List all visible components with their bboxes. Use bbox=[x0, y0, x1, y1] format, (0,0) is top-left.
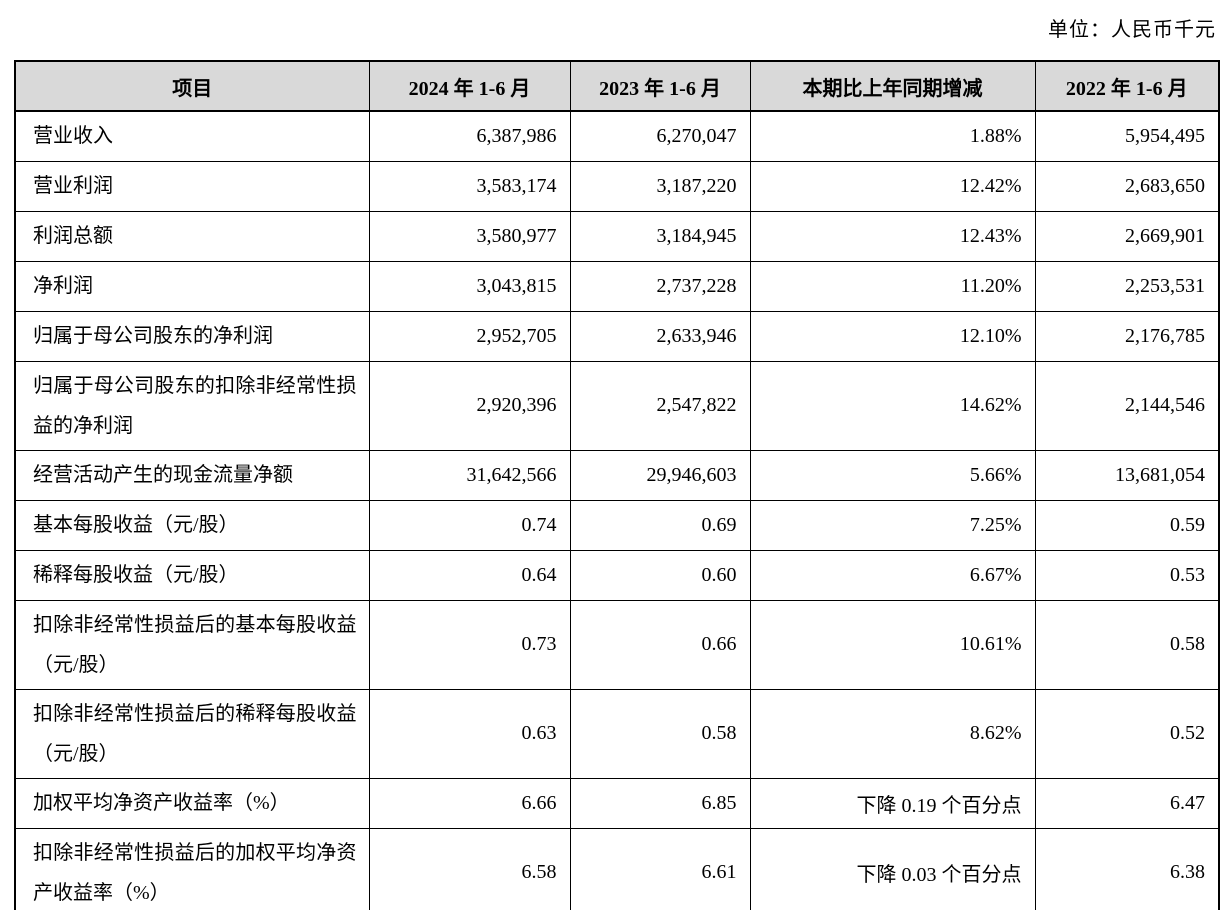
value-cell-v2023: 6.61 bbox=[569, 827, 751, 910]
row-label-cell: 稀释每股收益（元/股） bbox=[14, 549, 370, 601]
value-cell-change: 下降 0.19 个百分点 bbox=[749, 777, 1036, 829]
value-cell-v2022: 6.38 bbox=[1034, 827, 1220, 910]
value-cell-change: 1.88% bbox=[749, 110, 1036, 162]
value-cell-v2023: 0.66 bbox=[569, 599, 751, 690]
value-cell-change: 11.20% bbox=[749, 260, 1036, 312]
value-cell-v2023: 2,547,822 bbox=[569, 360, 751, 451]
row-label-cell: 利润总额 bbox=[14, 210, 370, 262]
table-row: 经营活动产生的现金流量净额 31,642,566 29,946,603 5.66% 13… bbox=[14, 449, 1220, 501]
value-cell-v2024: 3,043,815 bbox=[368, 260, 571, 312]
table-row: 稀释每股收益（元/股） 0.64 0.60 6.67% 0.53 bbox=[14, 549, 1220, 601]
value-cell-v2023: 6.85 bbox=[569, 777, 751, 829]
value-cell-v2022: 2,669,901 bbox=[1034, 210, 1220, 262]
row-label-cell: 扣除非经常性损益后的加权平均净资产收益率（%） bbox=[14, 827, 370, 910]
value-cell-v2022: 2,176,785 bbox=[1034, 310, 1220, 362]
value-cell-v2022: 0.52 bbox=[1034, 688, 1220, 779]
table-header: 项目 2024 年 1-6 月 2023 年 1-6 月本期比上年同期增减 2022 … bbox=[14, 60, 1220, 112]
column-header-label: 项目 bbox=[14, 60, 370, 112]
row-label-cell: 扣除非经常性损益后的稀释每股收益（元/股） bbox=[14, 688, 370, 779]
value-cell-v2022: 2,683,650 bbox=[1034, 160, 1220, 212]
value-cell-v2022: 0.58 bbox=[1034, 599, 1220, 690]
value-cell-v2023: 0.60 bbox=[569, 549, 751, 601]
table-row: 营业利润 3,583,174 3,187,220 12.42% 2,683,650 bbox=[14, 160, 1220, 212]
table-row: 营业收入 6,387,986 6,270,047 1.88% 5,954,495 bbox=[14, 110, 1220, 162]
column-header-v2022: 2022 年 1-6 月 bbox=[1034, 60, 1220, 112]
row-label-cell: 扣除非经常性损益后的基本每股收益（元/股） bbox=[14, 599, 370, 690]
value-cell-v2023: 6,270,047 bbox=[569, 110, 751, 162]
value-cell-change: 12.10% bbox=[749, 310, 1036, 362]
value-cell-v2022: 0.53 bbox=[1034, 549, 1220, 601]
financial-summary-table: 项目 2024 年 1-6 月 2023 年 1-6 月本期比上年同期增减 2022 … bbox=[14, 60, 1220, 910]
value-cell-change: 下降 0.03 个百分点 bbox=[749, 827, 1036, 910]
value-cell-change: 7.25% bbox=[749, 499, 1036, 551]
value-cell-change: 14.62% bbox=[749, 360, 1036, 451]
row-label-cell: 营业利润 bbox=[14, 160, 370, 212]
table-row: 归属于母公司股东的扣除非经常性损益的净利润 2,920,396 2,547,822 1… bbox=[14, 360, 1220, 451]
value-cell-v2022: 2,144,546 bbox=[1034, 360, 1220, 451]
row-label-cell: 营业收入 bbox=[14, 110, 370, 162]
value-cell-v2024: 31,642,566 bbox=[368, 449, 571, 501]
value-cell-change: 10.61% bbox=[749, 599, 1036, 690]
table-row: 利润总额 3,580,977 3,184,945 12.43% 2,669,901 bbox=[14, 210, 1220, 262]
value-cell-v2024: 2,952,705 bbox=[368, 310, 571, 362]
row-label-cell: 经营活动产生的现金流量净额 bbox=[14, 449, 370, 501]
value-cell-v2023: 29,946,603 bbox=[569, 449, 751, 501]
value-cell-change: 6.67% bbox=[749, 549, 1036, 601]
table-row: 归属于母公司股东的净利润 2,952,705 2,633,946 12.10% 2,17… bbox=[14, 310, 1220, 362]
row-label-cell: 归属于母公司股东的净利润 bbox=[14, 310, 370, 362]
value-cell-v2023: 3,187,220 bbox=[569, 160, 751, 212]
column-header-change: 本期比上年同期增减 bbox=[749, 60, 1036, 112]
table-row: 扣除非经常性损益后的加权平均净资产收益率（%） 6.58 6.61 下降 0.03 个… bbox=[14, 827, 1220, 910]
value-cell-v2022: 5,954,495 bbox=[1034, 110, 1220, 162]
row-label-cell: 基本每股收益（元/股） bbox=[14, 499, 370, 551]
value-cell-v2023: 3,184,945 bbox=[569, 210, 751, 262]
column-header-v2024: 2024 年 1-6 月 bbox=[368, 60, 571, 112]
value-cell-change: 5.66% bbox=[749, 449, 1036, 501]
value-cell-v2022: 6.47 bbox=[1034, 777, 1220, 829]
value-cell-v2024: 6.66 bbox=[368, 777, 571, 829]
value-cell-v2023: 0.58 bbox=[569, 688, 751, 779]
value-cell-v2024: 3,583,174 bbox=[368, 160, 571, 212]
value-cell-change: 8.62% bbox=[749, 688, 1036, 779]
row-label-cell: 净利润 bbox=[14, 260, 370, 312]
table-header-row: 项目 2024 年 1-6 月 2023 年 1-6 月本期比上年同期增减 2022 … bbox=[14, 60, 1220, 112]
value-cell-v2023: 0.69 bbox=[569, 499, 751, 551]
value-cell-v2022: 13,681,054 bbox=[1034, 449, 1220, 501]
row-label-cell: 加权平均净资产收益率（%） bbox=[14, 777, 370, 829]
row-label-cell: 归属于母公司股东的扣除非经常性损益的净利润 bbox=[14, 360, 370, 451]
value-cell-change: 12.43% bbox=[749, 210, 1036, 262]
value-cell-v2024: 2,920,396 bbox=[368, 360, 571, 451]
value-cell-v2023: 2,737,228 bbox=[569, 260, 751, 312]
value-cell-v2024: 6,387,986 bbox=[368, 110, 571, 162]
value-cell-change: 12.42% bbox=[749, 160, 1036, 212]
value-cell-v2024: 0.63 bbox=[368, 688, 571, 779]
value-cell-v2024: 0.64 bbox=[368, 549, 571, 601]
value-cell-v2024: 6.58 bbox=[368, 827, 571, 910]
value-cell-v2024: 0.74 bbox=[368, 499, 571, 551]
value-cell-v2024: 3,580,977 bbox=[368, 210, 571, 262]
value-cell-v2022: 0.59 bbox=[1034, 499, 1220, 551]
column-header-v2023: 2023 年 1-6 月 bbox=[569, 60, 751, 112]
value-cell-v2023: 2,633,946 bbox=[569, 310, 751, 362]
table-row: 加权平均净资产收益率（%） 6.66 6.85 下降 0.19 个百分点 6.47 bbox=[14, 777, 1220, 829]
table-row: 基本每股收益（元/股） 0.74 0.69 7.25% 0.59 bbox=[14, 499, 1220, 551]
value-cell-v2024: 0.73 bbox=[368, 599, 571, 690]
unit-label: 单位：人民币千元 bbox=[1048, 19, 1216, 41]
table-row: 净利润 3,043,815 2,737,228 11.20% 2,253,531 bbox=[14, 260, 1220, 312]
table-row: 扣除非经常性损益后的基本每股收益（元/股） 0.73 0.66 10.61% 0.58 bbox=[14, 599, 1220, 690]
table-row: 扣除非经常性损益后的稀释每股收益（元/股） 0.63 0.58 8.62% 0.52 bbox=[14, 688, 1220, 779]
value-cell-v2022: 2,253,531 bbox=[1034, 260, 1220, 312]
table-body: 营业收入 6,387,986 6,270,047 1.88% 5,954,495 营业利润… bbox=[14, 110, 1220, 910]
